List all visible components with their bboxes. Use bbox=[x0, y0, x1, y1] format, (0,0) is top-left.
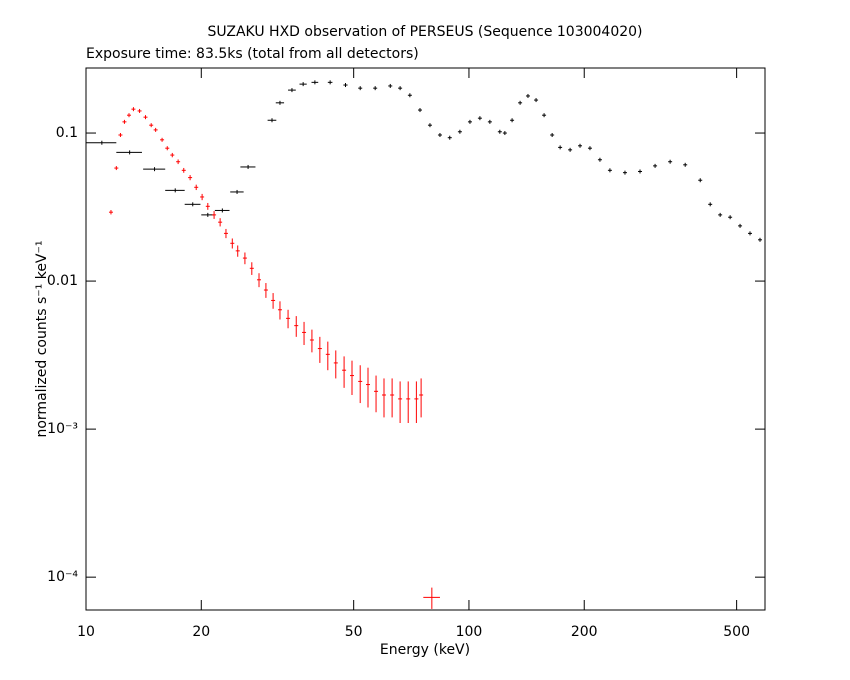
x-tick-label: 10 bbox=[77, 624, 95, 640]
x-axis-label: Energy (keV) bbox=[380, 642, 470, 658]
y-tick-label: 0.01 bbox=[47, 273, 78, 289]
x-tick-label: 20 bbox=[192, 624, 210, 640]
y-axis-label: normalized counts s⁻¹ keV⁻¹ bbox=[34, 240, 50, 437]
x-tick-label: 100 bbox=[456, 624, 483, 640]
x-tick-label: 50 bbox=[345, 624, 363, 640]
y-tick-label: 10⁻⁴ bbox=[47, 569, 78, 585]
x-tick-label: 200 bbox=[571, 624, 598, 640]
x-tick-label: 500 bbox=[723, 624, 750, 640]
y-tick-label: 0.1 bbox=[56, 125, 78, 141]
chart-subtitle: Exposure time: 83.5ks (total from all de… bbox=[86, 46, 419, 62]
chart-title: SUZAKU HXD observation of PERSEUS (Seque… bbox=[207, 24, 642, 40]
plot-frame bbox=[85, 67, 766, 611]
y-tick-label: 10⁻³ bbox=[47, 421, 78, 437]
